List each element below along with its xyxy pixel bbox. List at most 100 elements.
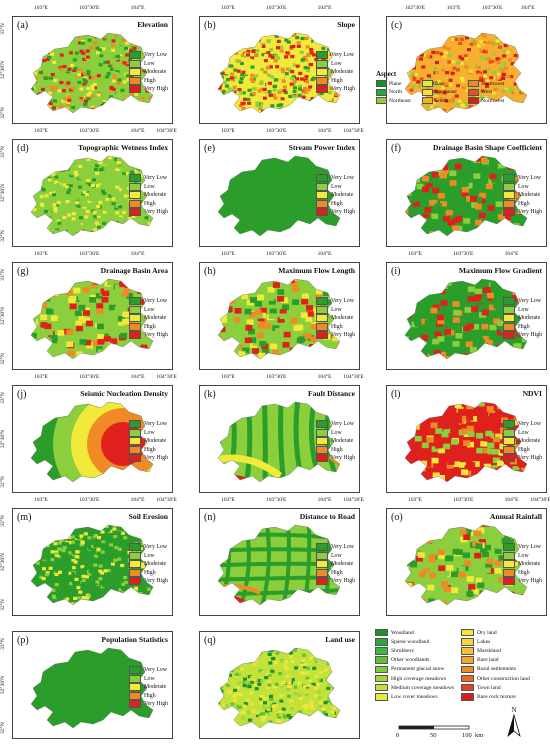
map-panel-g: 103°E 103°30'E 104°E 33°N 32°30'N 32°N (g) Drai… bbox=[0, 251, 175, 372]
legend-label: Very High bbox=[144, 578, 168, 585]
map-16 bbox=[217, 647, 341, 729]
legend-swatch bbox=[503, 420, 515, 429]
aspect-legend-item: Southeast bbox=[422, 88, 468, 97]
legend-label: Other construction land bbox=[477, 675, 530, 682]
panel-title: Stream Power Index bbox=[288, 143, 355, 152]
longitude-tick: 103°E bbox=[34, 251, 48, 257]
legend-label: Other woodlands bbox=[391, 657, 430, 664]
map-panel-q: (q) Land use bbox=[187, 623, 362, 741]
longitude-tick: 103°E bbox=[221, 497, 235, 503]
longitude-tick: 103°30'E bbox=[79, 374, 100, 380]
legend-swatch bbox=[129, 568, 141, 577]
legend-item: Very Low bbox=[316, 543, 355, 552]
legend-swatch bbox=[316, 543, 328, 552]
legend-label: Moderate bbox=[518, 561, 541, 568]
legend-item: Very High bbox=[129, 700, 168, 709]
legend-swatch bbox=[316, 182, 328, 191]
legend-swatch bbox=[129, 297, 141, 306]
legend-label: Very Low bbox=[518, 175, 542, 182]
legend-label: Very High bbox=[144, 332, 168, 339]
legend-label: Very Low bbox=[331, 175, 355, 182]
map-panel-e: 103°E 103°30'E 104°E 104°30'E (e) Stream Powe… bbox=[187, 128, 364, 249]
legend-label: Sparse woodland bbox=[391, 638, 430, 645]
legend-swatch bbox=[503, 568, 515, 577]
landuse-legend-items: Woodland Dry land Sparse woodland Lakes Shru… bbox=[375, 628, 547, 702]
legend-swatch bbox=[129, 666, 141, 675]
legend-label: High coverage meadows bbox=[391, 675, 447, 682]
landuse-legend-item: Lakes bbox=[461, 637, 547, 646]
legend-swatch bbox=[503, 445, 515, 454]
legend-swatch bbox=[316, 174, 328, 183]
legend-swatch bbox=[129, 543, 141, 552]
landuse-legend-item: Permanent glacial snow bbox=[375, 665, 461, 674]
legend-item: Low bbox=[316, 182, 355, 192]
map-panel-h: 103°E 103°30'E 104°E (h) Maximum Flow Length… bbox=[187, 251, 362, 372]
legend-swatch bbox=[316, 85, 328, 94]
class-legend: Very Low Low Moderate High Very High bbox=[129, 420, 168, 463]
legend-swatch bbox=[316, 59, 328, 68]
scale-tick-100: 100 bbox=[462, 732, 472, 739]
panel-label: (e) bbox=[204, 143, 216, 154]
latitude-ticks: 33°N 32°30'N 32°N bbox=[0, 631, 12, 739]
panel-title: Seismic Nucleation Density bbox=[80, 389, 168, 398]
longitude-tick: 103°E bbox=[221, 374, 235, 380]
panel-label: (g) bbox=[17, 266, 29, 277]
longitude-tick: 103°30'E bbox=[79, 497, 100, 503]
landuse-legend: Woodland Dry land Sparse woodland Lakes Shru… bbox=[375, 628, 547, 723]
panel-label: (j) bbox=[17, 389, 27, 400]
map-panel-f: (f) Drainage Basin Shape Coefficient Very … bbox=[374, 131, 549, 249]
scale-tick-50: 50 bbox=[430, 732, 437, 739]
legend-item: Very Low bbox=[503, 297, 542, 306]
legend-label: Low bbox=[144, 552, 155, 559]
legend-swatch bbox=[316, 577, 328, 586]
legend-swatch bbox=[503, 208, 515, 217]
class-legend: Very Low Low Moderate High Very High bbox=[129, 174, 168, 217]
panel-title: Maximum Flow Gradient bbox=[458, 266, 542, 275]
legend-swatch bbox=[503, 199, 515, 208]
aspect-legend-item: North bbox=[376, 88, 422, 97]
legend-item: Moderate bbox=[503, 191, 542, 200]
legend-item: High bbox=[316, 199, 355, 209]
longitude-tick: 103°30'E bbox=[79, 5, 100, 11]
longitude-tick: 103°30'E bbox=[266, 5, 287, 11]
legend-label: Moderate bbox=[144, 315, 167, 322]
longitude-tick: 103°E bbox=[221, 5, 235, 11]
legend-swatch bbox=[422, 97, 433, 105]
legend-label: Very High bbox=[518, 332, 542, 339]
legend-swatch bbox=[316, 454, 328, 463]
map-2 bbox=[404, 32, 528, 114]
legend-item: Low bbox=[503, 182, 542, 192]
aspect-legend: Aspect Plane East Southwest North Southeast W… bbox=[376, 70, 514, 105]
legend-swatch bbox=[422, 88, 433, 96]
legend-swatch bbox=[316, 76, 328, 85]
longitude-tick: 103°E bbox=[34, 5, 48, 11]
longitude-tick: 103°E bbox=[221, 251, 235, 257]
legend-swatch bbox=[316, 297, 328, 306]
legend-item: Moderate bbox=[316, 68, 355, 77]
legend-label: Low bbox=[331, 306, 342, 313]
legend-label: Very High bbox=[144, 701, 168, 708]
legend-item: High bbox=[129, 322, 168, 332]
legend-swatch bbox=[129, 68, 141, 77]
legend-swatch bbox=[375, 647, 388, 655]
longitude-tick: 103°E bbox=[34, 128, 48, 134]
latitude-tick: 33°N bbox=[0, 638, 6, 650]
map-frame: (c) bbox=[386, 16, 547, 124]
legend-item: Low bbox=[129, 674, 168, 684]
map-frame: (l) NDVI Very Low Low Moderate High Very High bbox=[386, 385, 547, 493]
legend-label: Very High bbox=[331, 332, 355, 339]
legend-item: Very Low bbox=[503, 420, 542, 429]
legend-item: Low bbox=[316, 428, 355, 438]
legend-swatch bbox=[316, 208, 328, 217]
latitude-ticks: 33°N 32°30'N 32°N bbox=[0, 139, 12, 247]
panel-title: Drainage Basin Area bbox=[100, 266, 168, 275]
panel-title: Distance to Road bbox=[299, 512, 355, 521]
map-frame: (a) Elevation Very Low Low Moderate High Very … bbox=[12, 16, 173, 124]
legend-label: Moderate bbox=[331, 315, 354, 322]
scale-bar-graphic bbox=[398, 725, 470, 730]
landuse-legend-item: Dry land bbox=[461, 628, 547, 637]
legend-item: Very Low bbox=[129, 666, 168, 675]
legend-swatch bbox=[129, 331, 141, 340]
longitude-tick: 104°30'E bbox=[156, 497, 177, 503]
latitude-tick: 33°N bbox=[0, 269, 6, 281]
